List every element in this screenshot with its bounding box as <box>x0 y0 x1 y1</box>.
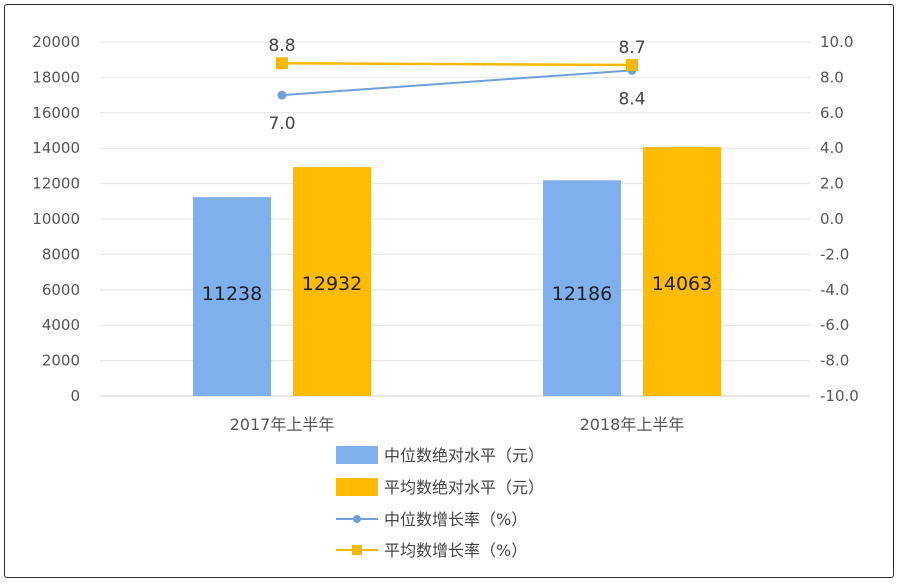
legend-marker <box>352 545 362 555</box>
y-left-tick-label: 10000 <box>32 210 80 228</box>
bar-mean <box>293 167 371 396</box>
point-marker <box>626 59 638 72</box>
y-left-tick-label: 4000 <box>42 316 80 334</box>
y-right-tick-label: 2.0 <box>820 175 844 193</box>
series-line-mean-growth <box>281 61 633 67</box>
bar-data-label: 12186 <box>552 283 612 305</box>
legend-label: 中位数增长率（%） <box>384 510 527 529</box>
point-data-label: 7.0 <box>268 114 295 134</box>
y-left-tick-label: 2000 <box>42 352 80 370</box>
y-left-tick-label: 6000 <box>42 281 80 299</box>
y-right-tick-label: -4.0 <box>820 281 849 299</box>
bar-data-label: 12932 <box>302 273 362 295</box>
chart-frame <box>4 4 894 578</box>
y-right-tick-label: -6.0 <box>820 316 849 334</box>
y-left-tick-label: 12000 <box>32 175 80 193</box>
y-left-tick-label: 20000 <box>32 33 80 51</box>
point-data-label: 8.4 <box>618 89 645 109</box>
y-left-tick-label: 16000 <box>32 104 80 122</box>
bar-data-label: 14063 <box>652 273 712 295</box>
legend-label: 平均数绝对水平（元） <box>384 478 544 497</box>
y-left-tick-label: 8000 <box>42 245 80 263</box>
legend-swatch <box>336 446 378 464</box>
point-marker <box>276 57 288 70</box>
series-line-median-growth <box>281 69 633 97</box>
x-category-label: 2018年上半年 <box>580 415 685 434</box>
y-right-tick-label: 4.0 <box>820 139 844 157</box>
y-right-tick-label: 10.0 <box>820 33 853 51</box>
legend-swatch <box>336 478 378 496</box>
bar-mean <box>643 147 721 396</box>
point-data-label: 8.7 <box>618 38 645 58</box>
y-left-tick-label: 0 <box>70 387 80 405</box>
legend-label: 平均数增长率（%） <box>384 541 527 560</box>
y-right-tick-label: -8.0 <box>820 352 849 370</box>
y-right-tick-label: -2.0 <box>820 245 849 263</box>
y-left-tick-label: 14000 <box>32 139 80 157</box>
legend-marker <box>353 515 361 523</box>
bar-data-label: 11238 <box>202 283 262 305</box>
y-left-tick-label: 18000 <box>32 68 80 86</box>
point-data-label: 8.8 <box>268 36 295 56</box>
y-right-tick-label: 6.0 <box>820 104 844 122</box>
point-marker <box>277 90 287 100</box>
y-right-tick-label: -10.0 <box>820 387 859 405</box>
bar-median <box>193 197 271 396</box>
y-right-tick-label: 8.0 <box>820 68 844 86</box>
y-right-tick-label: 0.0 <box>820 210 844 228</box>
x-category-label: 2017年上半年 <box>230 415 335 434</box>
legend-label: 中位数绝对水平（元） <box>384 446 544 465</box>
bar-median <box>543 180 621 396</box>
